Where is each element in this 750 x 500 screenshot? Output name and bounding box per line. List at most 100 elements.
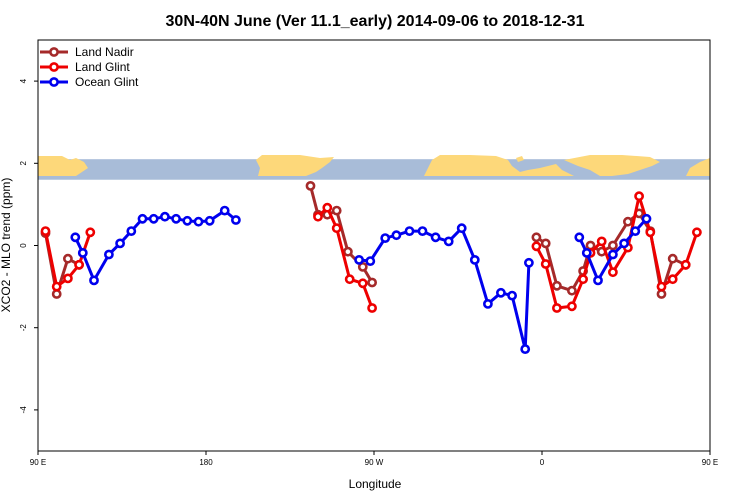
data-point xyxy=(367,277,377,288)
y-tick-label: 4 xyxy=(19,78,28,83)
x-tick-label: 180 xyxy=(199,458,213,467)
data-point xyxy=(667,253,678,264)
data-point xyxy=(148,213,159,224)
data-point xyxy=(182,215,193,226)
legend-item: Land Glint xyxy=(40,60,130,74)
data-point xyxy=(656,281,667,292)
data-point xyxy=(593,275,603,286)
data-point xyxy=(331,223,342,234)
data-point xyxy=(540,259,551,269)
data-point xyxy=(380,233,391,243)
world-map-strip xyxy=(38,155,710,180)
data-point xyxy=(115,238,125,249)
data-point xyxy=(404,226,415,236)
data-point xyxy=(578,274,588,285)
data-point xyxy=(520,344,531,354)
data-point xyxy=(63,253,73,264)
data-point xyxy=(641,213,652,224)
data-point xyxy=(305,180,316,191)
data-point xyxy=(171,213,181,224)
data-point xyxy=(581,247,592,258)
data-point xyxy=(89,275,99,286)
data-point xyxy=(417,226,428,236)
data-point xyxy=(608,240,618,251)
y-tick-label: 0 xyxy=(19,243,28,248)
data-point xyxy=(159,211,170,222)
x-axis-label: Longitude xyxy=(349,477,402,491)
data-point xyxy=(344,274,355,285)
chart-title: 30N-40N June (Ver 11.1_early) 2014-09-06… xyxy=(166,13,585,30)
legend-item: Land Nadir xyxy=(40,45,134,59)
data-point xyxy=(531,232,542,243)
data-point xyxy=(365,256,376,266)
data-point xyxy=(456,223,467,234)
data-point xyxy=(567,285,577,296)
data-point xyxy=(495,287,506,298)
data-point xyxy=(357,278,368,289)
data-point xyxy=(219,205,230,216)
data-point xyxy=(596,236,607,247)
data-point xyxy=(619,238,629,249)
y-tick-label: -4 xyxy=(19,406,28,414)
data-point xyxy=(354,254,364,265)
map-land xyxy=(38,155,710,176)
data-point xyxy=(331,205,342,216)
data-point xyxy=(482,298,493,309)
x-tick-label: 90 W xyxy=(365,458,384,467)
x-tick-label: 90 E xyxy=(702,458,718,467)
data-point xyxy=(40,226,51,236)
data-point xyxy=(630,226,641,236)
data-point xyxy=(126,226,137,236)
data-point xyxy=(645,227,656,238)
data-point xyxy=(230,215,241,225)
legend-marker xyxy=(49,47,59,57)
data-point xyxy=(391,230,402,241)
data-point xyxy=(430,232,441,243)
data-point xyxy=(608,249,618,260)
data-point xyxy=(634,191,644,202)
y-tick-label: 2 xyxy=(19,161,28,166)
data-point xyxy=(552,303,562,313)
y-tick-label: -2 xyxy=(19,324,28,332)
legend-marker xyxy=(49,62,59,72)
y-axis-label: XCO2 - MLO trend (ppm) xyxy=(0,178,13,313)
data-point xyxy=(204,215,215,226)
data-point xyxy=(137,213,148,224)
data-point xyxy=(313,211,323,222)
data-point xyxy=(77,247,88,258)
data-point xyxy=(680,259,691,270)
data-point xyxy=(367,303,377,313)
data-point xyxy=(193,216,204,227)
data-point xyxy=(74,259,84,270)
data-point xyxy=(692,227,702,238)
data-point xyxy=(70,232,81,243)
data-point xyxy=(469,254,480,265)
x-tick-label: 90 E xyxy=(30,458,46,467)
data-point xyxy=(51,281,62,292)
data-point xyxy=(540,238,551,249)
data-point xyxy=(552,280,562,291)
data-point xyxy=(104,249,114,260)
data-point xyxy=(443,236,454,247)
legend-label: Ocean Glint xyxy=(75,75,139,89)
data-point xyxy=(667,274,678,285)
data-point xyxy=(85,227,96,238)
data-point xyxy=(574,232,585,243)
series-line xyxy=(316,206,374,309)
data-point xyxy=(524,257,534,268)
legend-item: Ocean Glint xyxy=(40,75,139,89)
data-point xyxy=(608,267,618,278)
data-point xyxy=(623,216,633,227)
data-point xyxy=(531,241,542,252)
data-point xyxy=(63,273,73,284)
series-ocean-glint xyxy=(70,205,652,354)
legend-label: Land Nadir xyxy=(75,45,134,59)
data-point xyxy=(322,202,333,213)
legend-marker xyxy=(49,77,59,87)
x-axis: 90 E 180 90 W 0 90 E xyxy=(30,451,718,467)
data-point xyxy=(567,301,577,312)
y-axis: -4 -2 0 2 4 xyxy=(19,78,38,413)
x-tick-label: 0 xyxy=(540,458,545,467)
